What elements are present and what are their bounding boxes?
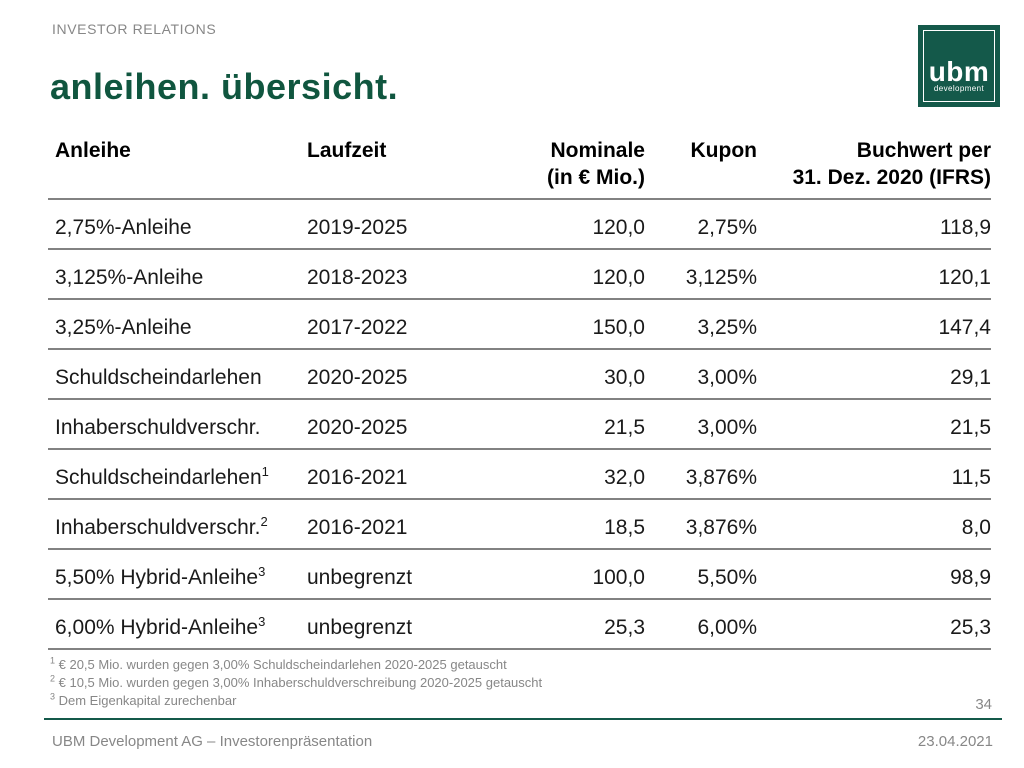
cell-kupon: 3,876% <box>645 449 757 500</box>
table-row: Schuldscheindarlehen 2020-2025 30,0 3,00% 29… <box>48 349 991 400</box>
column-header-label: Buchwert per <box>856 139 991 162</box>
table-header-row: Anleihe Laufzeit Nominale (in € Mio.) Ku… <box>48 137 991 200</box>
footnote-line: 2 € 10,5 Mio. wurden gegen 3,00% Inhaber… <box>50 673 543 690</box>
footer-divider <box>44 718 1002 720</box>
column-header-buchwert: Buchwert per 31. Dez. 2020 (IFRS) <box>757 137 991 200</box>
table-row: 5,50% Hybrid-Anleihe3 unbegrenzt 100,0 5,50… <box>48 549 991 600</box>
column-header-label: Anleihe <box>55 139 131 162</box>
cell-nominale: 120,0 <box>477 199 645 250</box>
column-header-sublabel: 31. Dez. 2020 (IFRS) <box>792 166 991 189</box>
cell-kupon: 6,00% <box>645 599 757 650</box>
cell-buchwert: 29,1 <box>757 349 991 400</box>
cell-anleihe: Inhaberschuldverschr. <box>48 399 307 450</box>
footnote-marker: 3 <box>258 613 266 629</box>
ubm-logo: ubm development <box>918 25 1000 107</box>
footnote-marker: 1 <box>50 655 56 666</box>
cell-nominale: 120,0 <box>477 249 645 300</box>
cell-laufzeit: unbegrenzt <box>307 599 477 650</box>
cell-laufzeit: 2020-2025 <box>307 399 477 450</box>
cell-kupon: 3,125% <box>645 249 757 300</box>
cell-laufzeit: 2017-2022 <box>307 299 477 350</box>
table-row: Inhaberschuldverschr. 2020-2025 21,5 3,00% 2… <box>48 399 991 450</box>
ubm-logo-subtext: development <box>933 84 985 93</box>
footer-date: 23.04.2021 <box>917 733 993 750</box>
column-header-laufzeit: Laufzeit <box>307 137 477 200</box>
cell-buchwert: 11,5 <box>757 449 991 500</box>
footnote-marker: 3 <box>50 691 56 702</box>
cell-buchwert: 120,1 <box>757 249 991 300</box>
cell-nominale: 32,0 <box>477 449 645 500</box>
table-row: 6,00% Hybrid-Anleihe3 unbegrenzt 25,3 6,00%… <box>48 599 991 650</box>
footnote-marker: 2 <box>50 673 56 684</box>
cell-nominale: 18,5 <box>477 499 645 550</box>
cell-nominale: 25,3 <box>477 599 645 650</box>
cell-buchwert: 25,3 <box>757 599 991 650</box>
column-header-anleihe: Anleihe <box>48 137 307 200</box>
footnote-line: 1 € 20,5 Mio. wurden gegen 3,00% Schulds… <box>50 655 507 672</box>
bond-table-body: 2,75%-Anleihe 2019-2025 120,0 2,75% 118,9 3,1… <box>48 199 991 650</box>
cell-anleihe: 2,75%-Anleihe <box>48 199 307 250</box>
cell-kupon: 3,876% <box>645 499 757 550</box>
cell-laufzeit: 2016-2021 <box>307 449 477 500</box>
cell-laufzeit: unbegrenzt <box>307 549 477 600</box>
cell-buchwert: 147,4 <box>757 299 991 350</box>
eyebrow-label: INVESTOR RELATIONS <box>52 21 217 37</box>
bond-table: Anleihe Laufzeit Nominale (in € Mio.) Ku… <box>48 137 991 650</box>
footnote-line: 3 Dem Eigenkapital zurechenbar <box>50 691 237 708</box>
cell-laufzeit: 2019-2025 <box>307 199 477 250</box>
cell-anleihe: 5,50% Hybrid-Anleihe3 <box>48 549 307 600</box>
cell-buchwert: 8,0 <box>757 499 991 550</box>
page-title: anleihen. übersicht. <box>50 66 399 107</box>
cell-kupon: 2,75% <box>645 199 757 250</box>
cell-kupon: 3,00% <box>645 399 757 450</box>
table-row: Schuldscheindarlehen1 2016-2021 32,0 3,876%… <box>48 449 991 500</box>
cell-anleihe: Schuldscheindarlehen <box>48 349 307 400</box>
cell-nominale: 100,0 <box>477 549 645 600</box>
footer: UBM Development AG – Investorenpräsentat… <box>52 733 993 750</box>
table-row: 3,125%-Anleihe 2018-2023 120,0 3,125% 120,1 <box>48 249 991 300</box>
cell-nominale: 150,0 <box>477 299 645 350</box>
footnote-marker: 1 <box>261 463 269 479</box>
column-header-sublabel: (in € Mio.) <box>547 166 645 189</box>
cell-anleihe: 3,25%-Anleihe <box>48 299 307 350</box>
cell-anleihe: 3,125%-Anleihe <box>48 249 307 300</box>
cell-nominale: 30,0 <box>477 349 645 400</box>
cell-kupon: 3,25% <box>645 299 757 350</box>
cell-buchwert: 118,9 <box>757 199 991 250</box>
cell-anleihe: Inhaberschuldverschr.2 <box>48 499 307 550</box>
cell-laufzeit: 2018-2023 <box>307 249 477 300</box>
page-number: 34 <box>975 696 992 713</box>
column-header-label: Kupon <box>690 139 757 162</box>
table-row: 2,75%-Anleihe 2019-2025 120,0 2,75% 118,9 <box>48 199 991 250</box>
cell-kupon: 5,50% <box>645 549 757 600</box>
cell-laufzeit: 2020-2025 <box>307 349 477 400</box>
footnote-marker: 2 <box>260 513 268 529</box>
column-header-kupon: Kupon <box>645 137 757 200</box>
cell-buchwert: 21,5 <box>757 399 991 450</box>
cell-nominale: 21,5 <box>477 399 645 450</box>
cell-buchwert: 98,9 <box>757 549 991 600</box>
cell-anleihe: 6,00% Hybrid-Anleihe3 <box>48 599 307 650</box>
footnotes: 1 € 20,5 Mio. wurden gegen 3,00% Schulds… <box>50 656 542 710</box>
ubm-logo-text: ubm <box>928 56 990 87</box>
table-row: Inhaberschuldverschr.2 2016-2021 18,5 3,876… <box>48 499 991 550</box>
cell-laufzeit: 2016-2021 <box>307 499 477 550</box>
footnote-marker: 3 <box>258 563 266 579</box>
table-row: 3,25%-Anleihe 2017-2022 150,0 3,25% 147,4 <box>48 299 991 350</box>
column-header-label: Nominale <box>550 139 645 162</box>
cell-anleihe: Schuldscheindarlehen1 <box>48 449 307 500</box>
column-header-label: Laufzeit <box>307 139 387 162</box>
cell-kupon: 3,00% <box>645 349 757 400</box>
column-header-nominale: Nominale (in € Mio.) <box>477 137 645 200</box>
ubm-logo-frame: ubm development <box>923 30 995 102</box>
footer-left-text: UBM Development AG – Investorenpräsentat… <box>52 733 373 750</box>
